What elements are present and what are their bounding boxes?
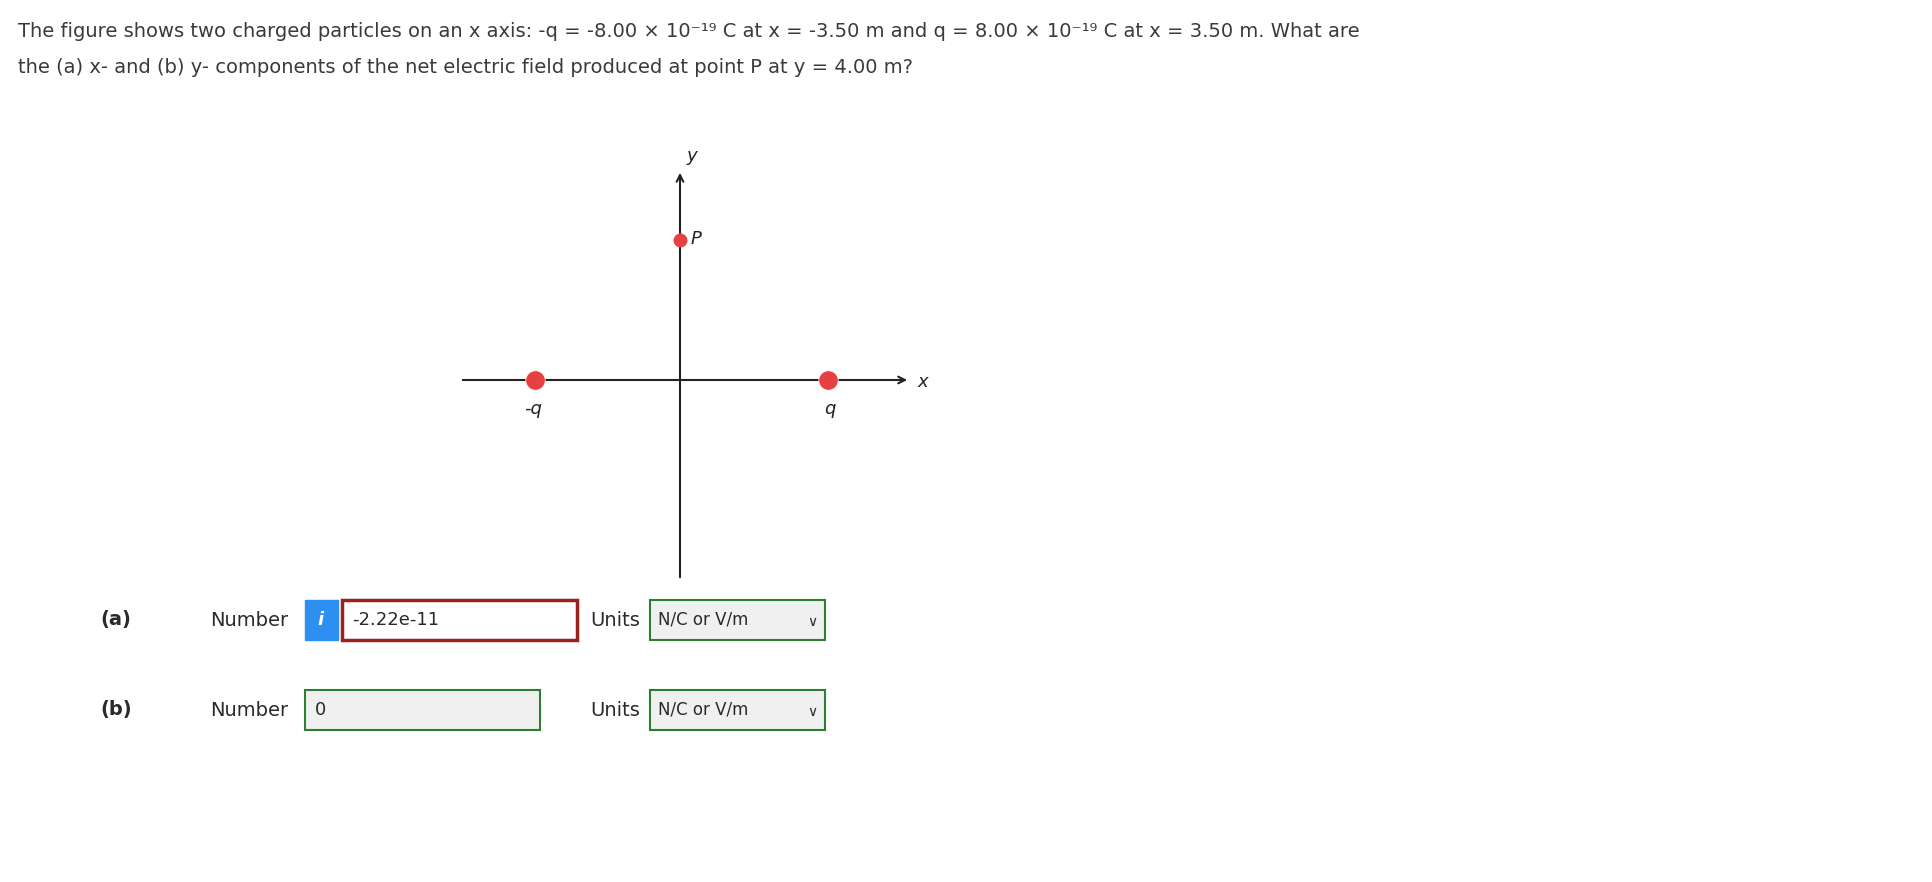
FancyBboxPatch shape xyxy=(649,600,825,640)
FancyBboxPatch shape xyxy=(649,690,825,730)
Text: Number: Number xyxy=(211,700,288,720)
Text: -2.22e-11: -2.22e-11 xyxy=(352,611,439,629)
Text: the (a) x- and (b) y- components of the net electric field produced at point P a: the (a) x- and (b) y- components of the … xyxy=(17,58,914,77)
FancyBboxPatch shape xyxy=(305,600,338,640)
Text: The figure shows two charged particles on an x axis: -q = -8.00 × 10⁻¹⁹ C at x =: The figure shows two charged particles o… xyxy=(17,22,1360,41)
Text: 0: 0 xyxy=(315,701,327,719)
Text: q: q xyxy=(825,400,837,418)
Text: (a): (a) xyxy=(100,610,131,630)
Text: N/C or V/m: N/C or V/m xyxy=(659,611,748,629)
Text: P: P xyxy=(692,230,701,248)
Text: ∨: ∨ xyxy=(808,615,817,629)
Text: N/C or V/m: N/C or V/m xyxy=(659,701,748,719)
Text: -q: -q xyxy=(524,400,543,418)
Text: Number: Number xyxy=(211,610,288,630)
FancyBboxPatch shape xyxy=(342,600,578,640)
Text: i: i xyxy=(319,611,325,629)
Text: Units: Units xyxy=(589,700,639,720)
Text: ∨: ∨ xyxy=(808,705,817,719)
Text: x: x xyxy=(918,373,927,391)
FancyBboxPatch shape xyxy=(305,690,541,730)
Text: y: y xyxy=(686,147,697,165)
Text: (b): (b) xyxy=(100,700,131,720)
Text: Units: Units xyxy=(589,610,639,630)
